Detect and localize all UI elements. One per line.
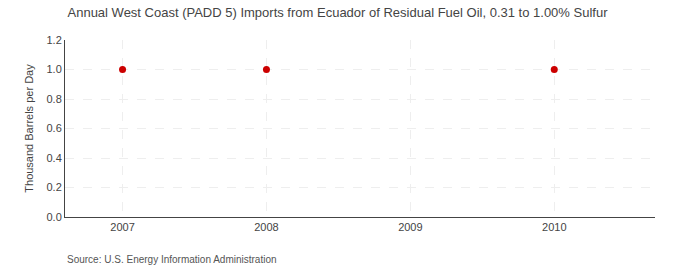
svg-text:2008: 2008 [254,221,278,233]
svg-text:0.4: 0.4 [47,152,62,164]
svg-text:0.8: 0.8 [47,93,62,105]
svg-text:Thousand Barrels per Day: Thousand Barrels per Day [23,64,35,193]
svg-text:0.0: 0.0 [47,211,62,223]
svg-text:Annual West Coast (PADD 5) Imp: Annual West Coast (PADD 5) Imports from … [68,5,609,20]
svg-text:2010: 2010 [542,221,566,233]
svg-text:2007: 2007 [110,221,134,233]
svg-text:1.2: 1.2 [47,34,62,46]
svg-text:1.0: 1.0 [47,63,62,75]
svg-text:0.6: 0.6 [47,122,62,134]
svg-text:Source: U.S. Energy Informatio: Source: U.S. Energy Information Administ… [67,254,277,265]
svg-text:2009: 2009 [398,221,422,233]
svg-text:0.2: 0.2 [47,181,62,193]
